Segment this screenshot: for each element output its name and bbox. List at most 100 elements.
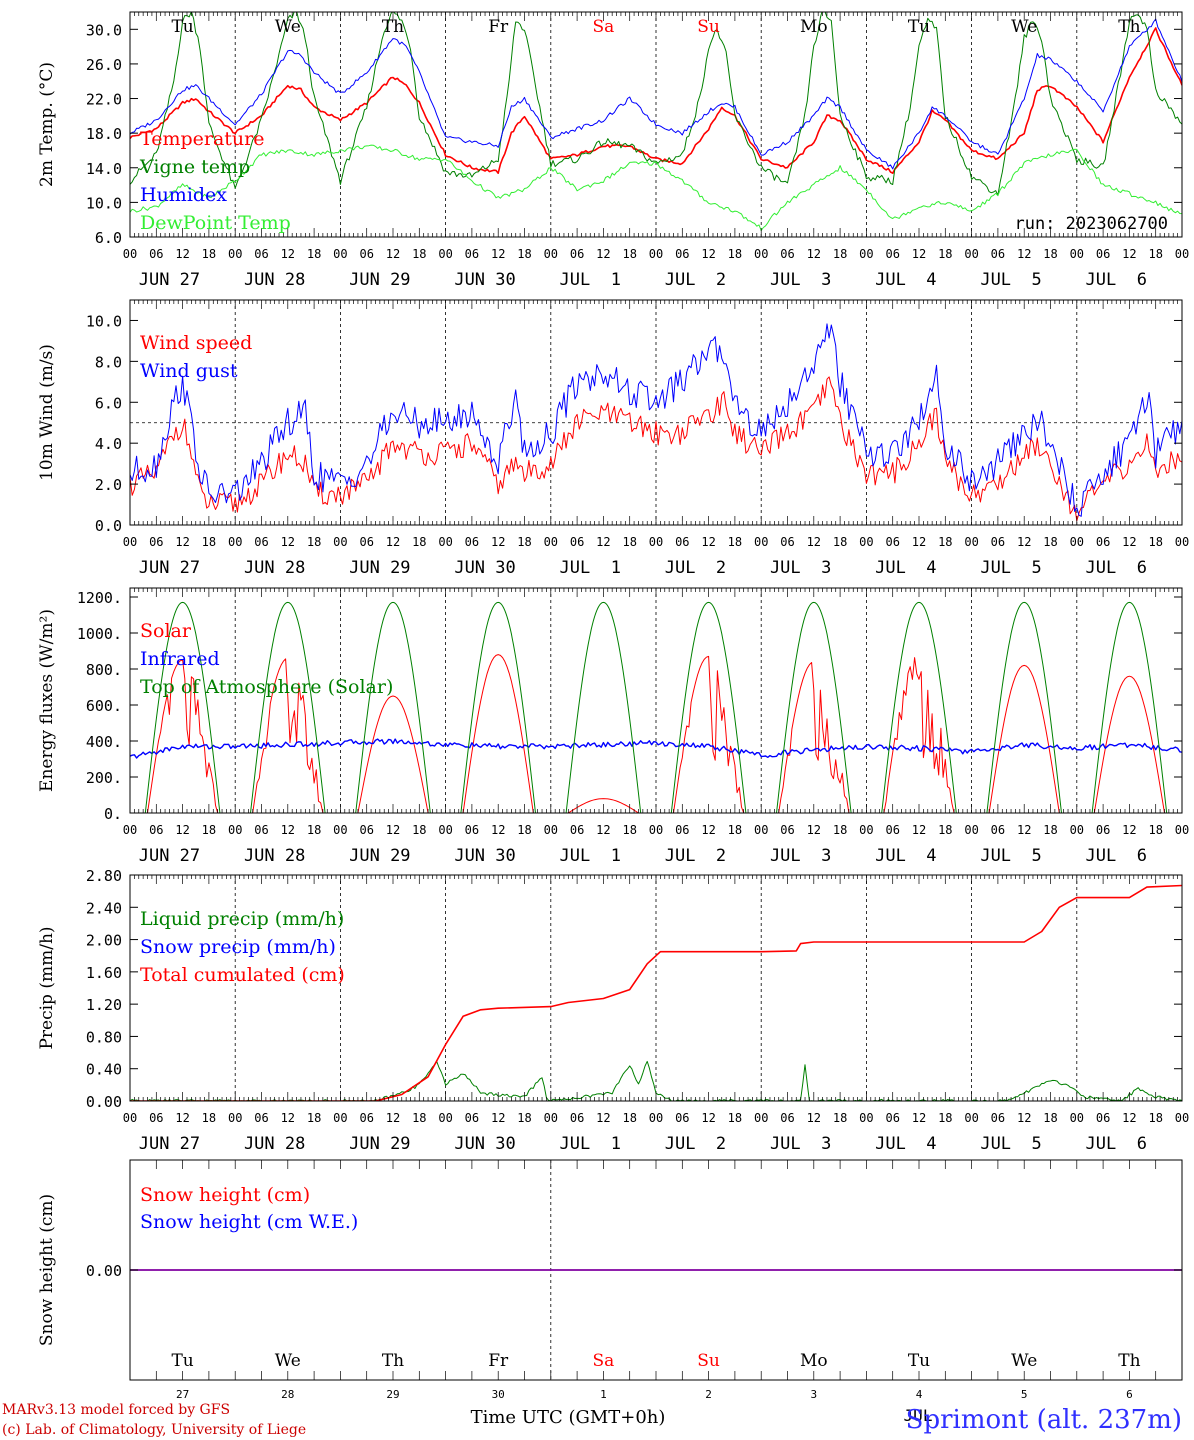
hour-label: 18 xyxy=(1148,535,1162,549)
hour-label: 18 xyxy=(1148,823,1162,837)
hour-label: 12 xyxy=(1017,1111,1031,1125)
hour-label: 18 xyxy=(1148,247,1162,261)
hour-label: 18 xyxy=(833,823,847,837)
date-label: JUL 2 xyxy=(665,270,726,290)
hour-label: 12 xyxy=(807,247,821,261)
hour-label: 18 xyxy=(938,247,952,261)
legend-entry: Temperature xyxy=(140,128,264,150)
y-tick-label: 2.80 xyxy=(86,867,122,885)
hour-label: 06 xyxy=(570,823,584,837)
hour-label: 12 xyxy=(701,247,715,261)
hour-label: 00 xyxy=(964,535,978,549)
hour-label: 18 xyxy=(202,823,216,837)
hour-label: 00 xyxy=(1175,535,1189,549)
hour-label: 00 xyxy=(964,823,978,837)
hour-label: 12 xyxy=(1122,247,1136,261)
series-line-wind-speed xyxy=(130,376,1182,522)
hour-label: 18 xyxy=(517,823,531,837)
hour-label: 00 xyxy=(754,823,768,837)
hour-label: 00 xyxy=(544,247,558,261)
hour-label: 06 xyxy=(570,535,584,549)
date-label: JUL 6 xyxy=(1086,846,1147,866)
hour-label: 18 xyxy=(1043,247,1057,261)
hour-label: 18 xyxy=(728,823,742,837)
hour-label: 00 xyxy=(1070,823,1084,837)
date-label: JUL 5 xyxy=(980,270,1041,290)
hour-label: 00 xyxy=(333,1111,347,1125)
hour-label: 12 xyxy=(175,1111,189,1125)
y-tick-label: 10.0 xyxy=(86,312,122,330)
weekday-label: Th xyxy=(382,1351,404,1371)
hour-label: 00 xyxy=(438,1111,452,1125)
hour-label: 12 xyxy=(1122,1111,1136,1125)
y-axis-title: Snow height (cm) xyxy=(37,1194,57,1346)
y-tick-label: 30.0 xyxy=(86,21,122,39)
hour-label: 12 xyxy=(807,1111,821,1125)
hour-label: 00 xyxy=(228,1111,242,1125)
hour-label: 12 xyxy=(596,1111,610,1125)
series-line-temperature xyxy=(130,27,1182,174)
text-layer: 6.010.014.018.022.026.030.000 06 12 18 00 06 1… xyxy=(37,17,1189,1401)
series-line-total-cumulated-cm- xyxy=(130,884,1182,1101)
weekday-label: Tu xyxy=(908,17,930,37)
hour-label: 12 xyxy=(1122,535,1136,549)
weekday-label: Fr xyxy=(488,17,509,37)
y-tick-label: 0.80 xyxy=(86,1028,122,1046)
frame-layer xyxy=(129,11,1183,1381)
date-label: JUN 29 xyxy=(349,846,410,866)
date-label: JUN 30 xyxy=(454,846,515,866)
hour-label: 12 xyxy=(491,535,505,549)
date-label: JUL 5 xyxy=(980,1134,1041,1154)
legend-entry: Top of Atmosphere (Solar) xyxy=(140,676,393,698)
y-axis-title: 10m Wind (m/s) xyxy=(37,344,57,481)
weekday-label: We xyxy=(275,17,301,37)
hour-label: 00 xyxy=(754,247,768,261)
hour-label: 18 xyxy=(728,247,742,261)
date-label: JUL 4 xyxy=(875,270,936,290)
footer-line-2: (c) Lab. of Climatology, University of L… xyxy=(2,1422,306,1438)
weekday-label: Th xyxy=(382,17,404,37)
day-number: 2 xyxy=(705,1388,712,1401)
series-line-humidex xyxy=(130,18,1182,170)
hour-label: 12 xyxy=(1017,823,1031,837)
y-tick-label: 1.60 xyxy=(86,964,122,982)
hour-label: 18 xyxy=(622,247,636,261)
legend-entry: DewPoint Temp xyxy=(140,212,291,234)
footer-line-1: MARv3.13 model forced by GFS xyxy=(2,1402,230,1418)
hour-label: 00 xyxy=(438,535,452,549)
series-line-vigne-temp xyxy=(130,12,1182,196)
y-tick-label: 800. xyxy=(86,661,122,679)
hour-label: 12 xyxy=(1122,823,1136,837)
weekday-label: Tu xyxy=(908,1351,930,1371)
hour-label: 00 xyxy=(1070,1111,1084,1125)
y-tick-label: 0.0 xyxy=(95,517,122,535)
hour-label: 00 xyxy=(544,535,558,549)
hour-label: 12 xyxy=(701,535,715,549)
hour-label: 00 xyxy=(649,535,663,549)
hour-label: 12 xyxy=(386,1111,400,1125)
date-label: JUL 4 xyxy=(875,846,936,866)
hour-label: 06 xyxy=(149,823,163,837)
bottom-month-label: JUL xyxy=(904,1406,933,1425)
date-label: JUL 2 xyxy=(665,846,726,866)
hour-label: 06 xyxy=(254,535,268,549)
hour-label: 18 xyxy=(412,823,426,837)
hour-label: 18 xyxy=(833,535,847,549)
series-line-infrared xyxy=(130,738,1182,759)
weekday-label: Sa xyxy=(593,1351,615,1371)
date-label: JUN 29 xyxy=(349,1134,410,1154)
hour-label: 12 xyxy=(175,247,189,261)
y-tick-label: 600. xyxy=(86,697,122,715)
hour-label: 00 xyxy=(649,247,663,261)
y-axis-title: 2m Temp. (°C) xyxy=(37,62,57,187)
hour-label: 06 xyxy=(254,247,268,261)
legend-entry: Vigne temp xyxy=(139,156,250,178)
hour-label: 12 xyxy=(281,247,295,261)
hour-label: 18 xyxy=(202,1111,216,1125)
weekday-label: Th xyxy=(1118,17,1140,37)
hour-label: 00 xyxy=(754,535,768,549)
hour-label: 00 xyxy=(123,535,137,549)
date-label: JUL 5 xyxy=(980,846,1041,866)
hour-label: 06 xyxy=(780,823,794,837)
hour-label: 00 xyxy=(333,247,347,261)
